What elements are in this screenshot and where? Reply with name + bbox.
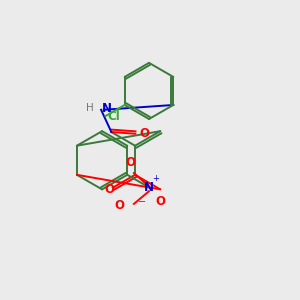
- Text: O: O: [140, 127, 149, 140]
- Text: O: O: [104, 183, 114, 196]
- Text: O: O: [125, 156, 135, 169]
- Text: N: N: [102, 102, 112, 115]
- Text: O: O: [115, 199, 124, 212]
- Text: N: N: [144, 181, 154, 194]
- Text: −: −: [138, 197, 146, 207]
- Text: Cl: Cl: [107, 110, 120, 123]
- Text: +: +: [152, 174, 158, 183]
- Text: O: O: [155, 194, 165, 208]
- Text: H: H: [86, 103, 94, 113]
